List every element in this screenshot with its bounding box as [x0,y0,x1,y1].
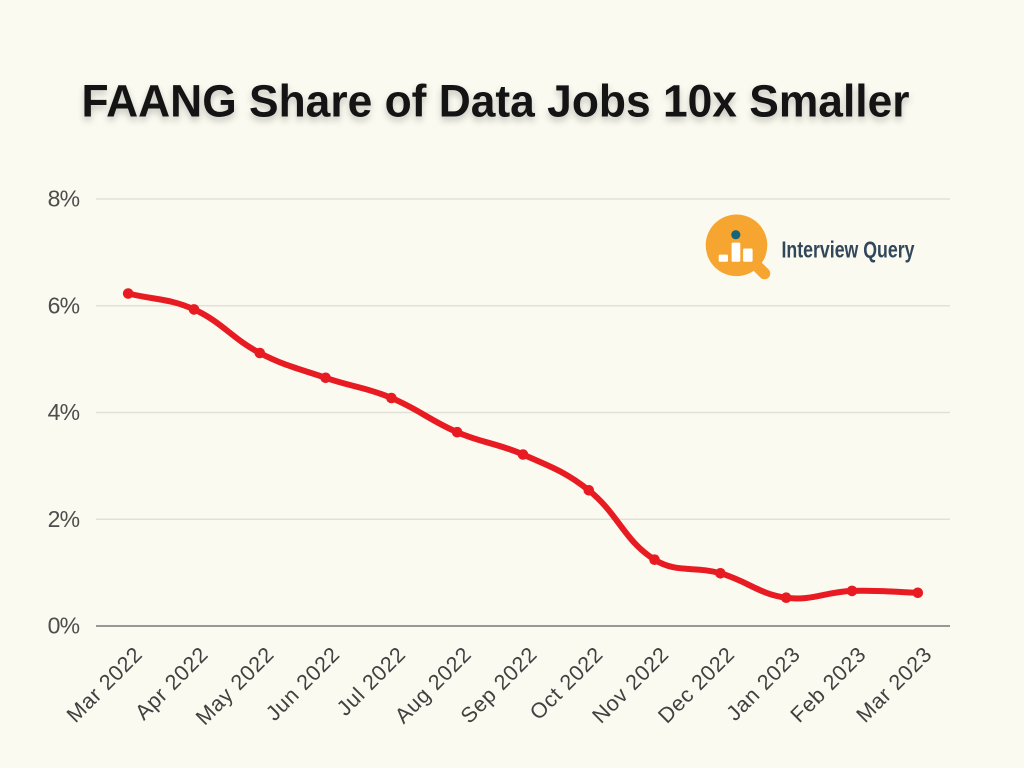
svg-text:FAANG Share of Data Jobs 10x S: FAANG Share of Data Jobs 10x Smaller [82,76,910,127]
svg-text:2%: 2% [48,506,80,532]
svg-text:6%: 6% [48,292,80,318]
svg-text:4%: 4% [48,399,80,425]
svg-text:0%: 0% [48,613,80,639]
svg-text:8%: 8% [48,186,80,212]
svg-text:Interview Query: Interview Query [782,237,915,263]
